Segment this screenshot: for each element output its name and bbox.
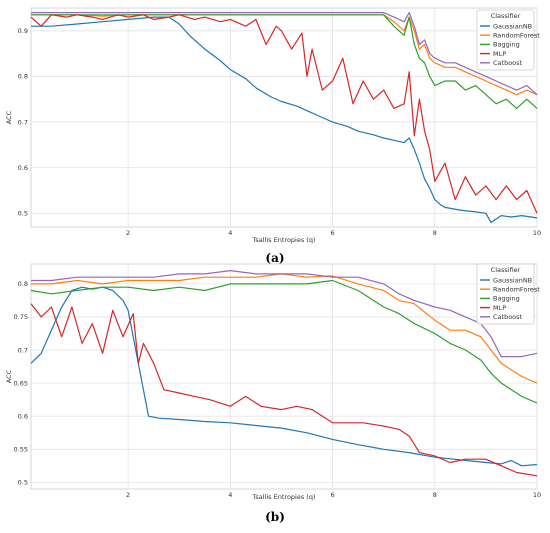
series-line-gaussiannb [30,286,538,467]
y-tick-label: 0.65 [14,379,28,387]
y-axis-label: ACC [5,110,13,124]
x-tick-label: 2 [126,491,130,499]
legend-entry: Catboost [493,59,523,67]
y-tick-label: 0.6 [18,413,28,421]
x-tick-label: 4 [228,491,232,499]
legend-box [476,263,535,325]
legend-entry: GaussianNB [493,22,532,30]
x-axis-label: Tsallis Entropies (q) [252,236,316,244]
series-line-mlp [30,303,538,477]
series-line-mlp [30,14,538,214]
x-tick-label: 8 [433,229,437,237]
legend-entry: MLP [493,50,506,58]
x-tick-label: 10 [533,229,541,237]
chart-panel-a: 2 4 6 8 10 0.5 0.6 0.7 0.8 0.9 Tsallis Entropies (… [5,7,541,265]
legend-title: Classifier [491,12,521,20]
legend-title: Classifier [491,266,521,274]
y-tick-label: 0.9 [18,27,28,35]
y-tick-label: 0.55 [14,446,28,454]
legend-box [476,9,535,71]
y-tick-label: 0.7 [18,346,28,354]
x-tick-label: 2 [126,229,130,237]
legend-entry: Bagging [493,295,520,303]
figure-caption: (a) [265,251,284,265]
series-line-catboost [31,270,538,358]
x-tick-label: 4 [228,229,232,237]
figure-caption: (b) [265,510,285,524]
x-axis-label: Tsallis Entropies (q) [252,493,316,501]
series-line-gaussiannb [31,16,538,223]
legend-entry: GaussianNB [493,276,532,284]
legend-entry: Catboost [493,313,523,321]
x-tick-label: 6 [330,229,334,237]
y-tick-label: 0.5 [18,210,28,218]
y-tick-label: 0.5 [18,479,28,487]
x-tick-label: 10 [533,491,541,499]
series-line-bagging [30,279,538,404]
y-tick-label: 0.8 [18,280,28,288]
legend-entry: RandomForest [493,32,540,40]
x-tick-label: 6 [330,491,334,499]
plot-area [30,263,538,490]
legend-entry: Bagging [493,41,520,49]
series-line-randomforest [31,273,538,384]
y-tick-label: 0.8 [18,73,28,81]
y-tick-label: 0.6 [18,164,28,172]
y-axis-label: ACC [5,369,13,383]
y-tick-label: 0.75 [14,313,28,321]
plot-area [30,7,538,228]
x-tick-label: 8 [433,491,437,499]
chart-panel-b: 2 4 6 8 10 0.5 0.55 0.6 0.65 0.7 0.75 0.8 Tsallis En… [5,263,541,524]
legend-entry: MLP [493,304,506,312]
y-tick-label: 0.7 [18,118,28,126]
series-line-bagging [31,14,538,110]
legend-entry: RandomForest [493,286,540,294]
series-line-catboost [31,12,538,96]
